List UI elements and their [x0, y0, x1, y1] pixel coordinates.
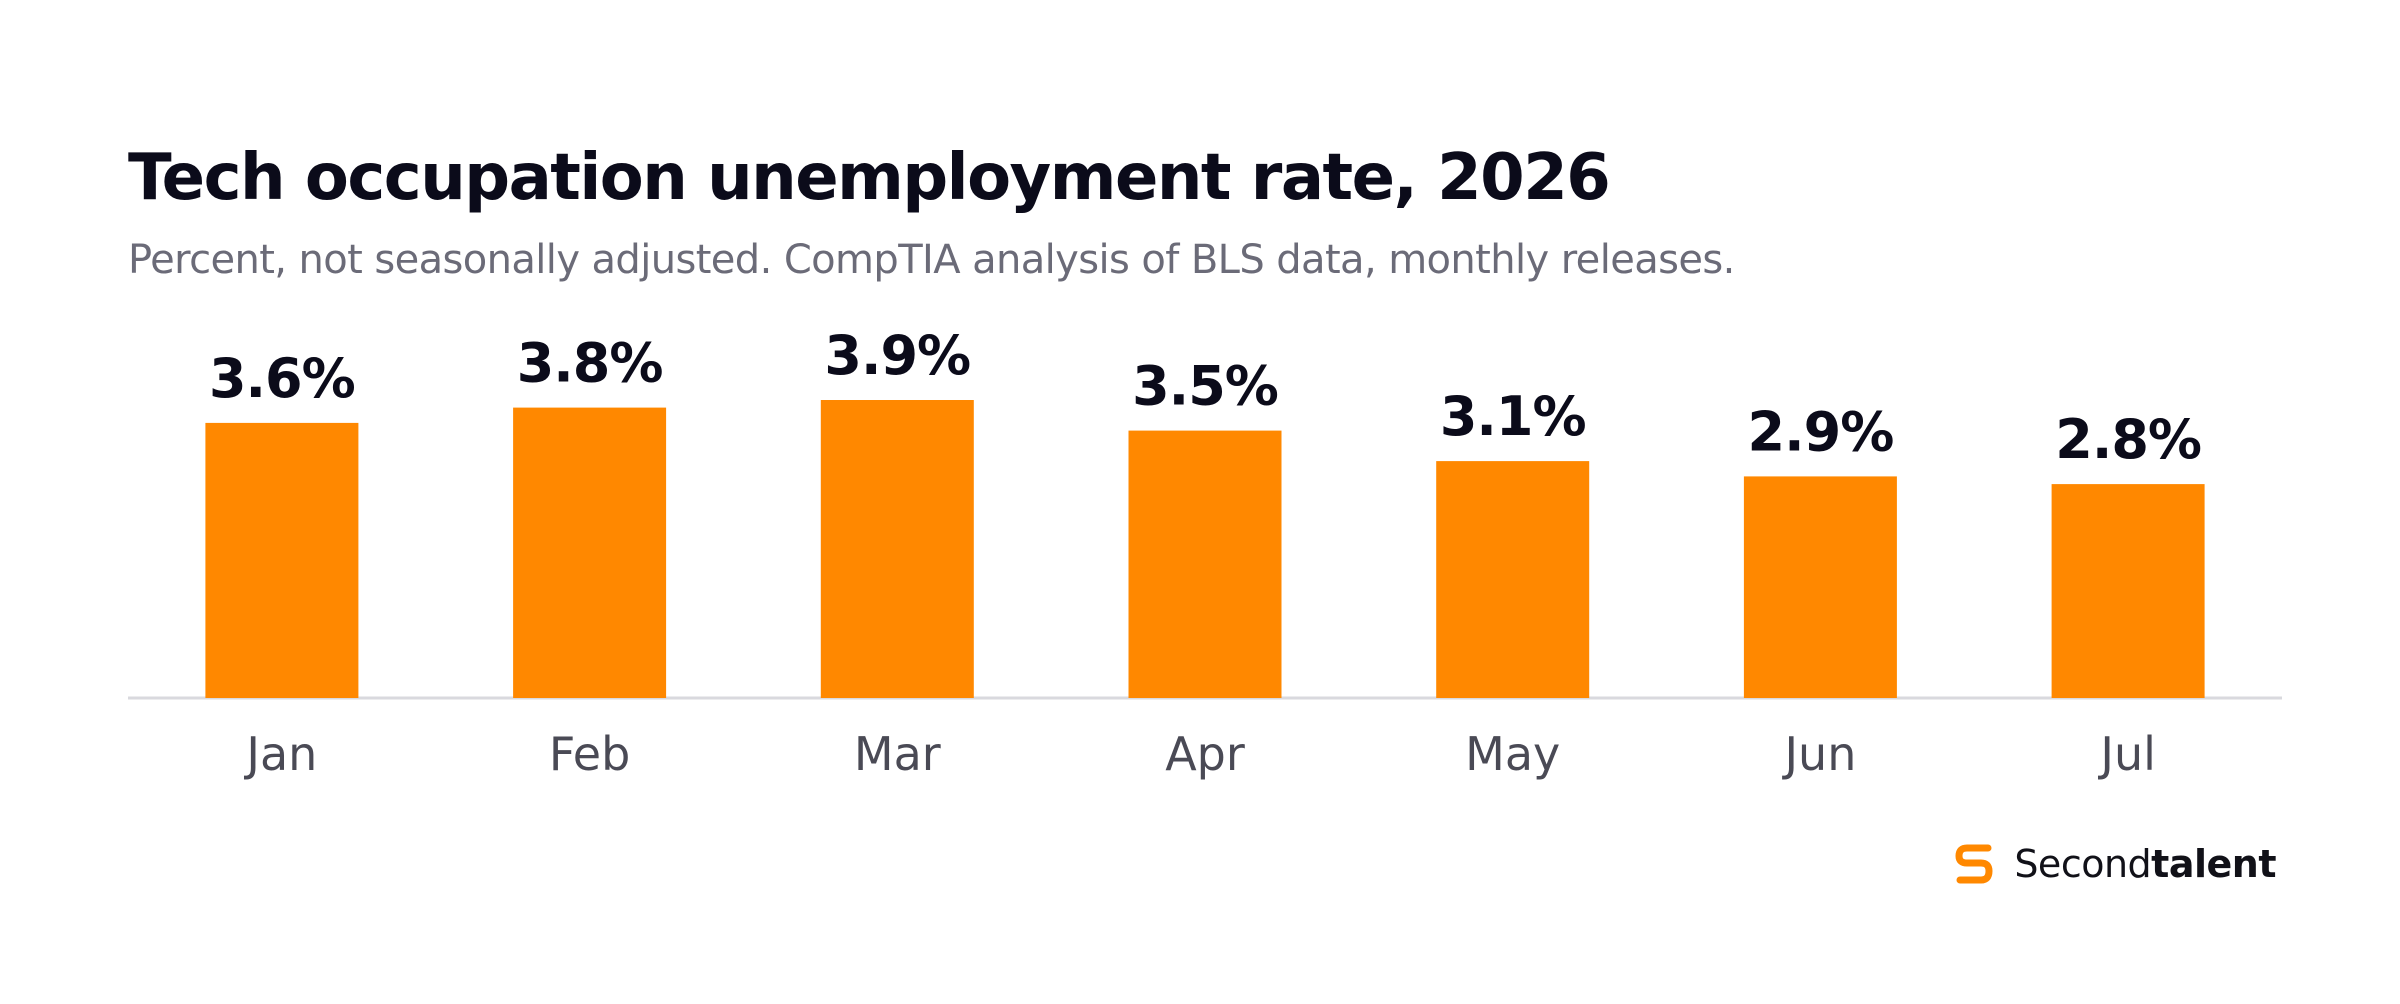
- x-tick-label-apr: Apr: [1165, 727, 1245, 781]
- value-label-may: 3.1%: [1440, 385, 1586, 448]
- bar-apr: [1128, 430, 1282, 698]
- x-tick-label-feb: Feb: [549, 727, 630, 781]
- x-tick-label-jan: Jan: [243, 727, 317, 781]
- brand-name-bold: talent: [2151, 842, 2276, 886]
- value-label-jan: 3.6%: [209, 347, 355, 410]
- bar-may: [1436, 461, 1590, 698]
- value-label-jul: 2.8%: [2055, 408, 2201, 471]
- x-tick-label-jun: Jun: [1781, 727, 1856, 781]
- bar-jun: [1743, 476, 1897, 698]
- x-tick-label-mar: Mar: [854, 727, 941, 781]
- brand-logo: Secondtalent: [1948, 836, 2276, 892]
- bar-jul: [2051, 484, 2205, 698]
- secondtalent-logo-icon: [1955, 844, 1993, 884]
- bar-feb: [513, 407, 667, 698]
- chart-subtitle: Percent, not seasonally adjusted. CompTI…: [128, 237, 1735, 283]
- brand-name: Secondtalent: [2014, 842, 2276, 886]
- bar-jan: [205, 422, 359, 698]
- x-tick-label-jul: Jul: [2097, 727, 2156, 781]
- chart-title: Tech occupation unemployment rate, 2026: [128, 141, 1611, 215]
- value-label-feb: 3.8%: [517, 332, 663, 395]
- brand-name-regular: Second: [2014, 842, 2152, 886]
- value-label-jun: 2.9%: [1748, 400, 1894, 463]
- value-label-mar: 3.9%: [824, 324, 970, 387]
- bar-mar: [820, 400, 974, 698]
- x-tick-label-may: May: [1465, 727, 1560, 781]
- value-label-apr: 3.5%: [1132, 355, 1278, 418]
